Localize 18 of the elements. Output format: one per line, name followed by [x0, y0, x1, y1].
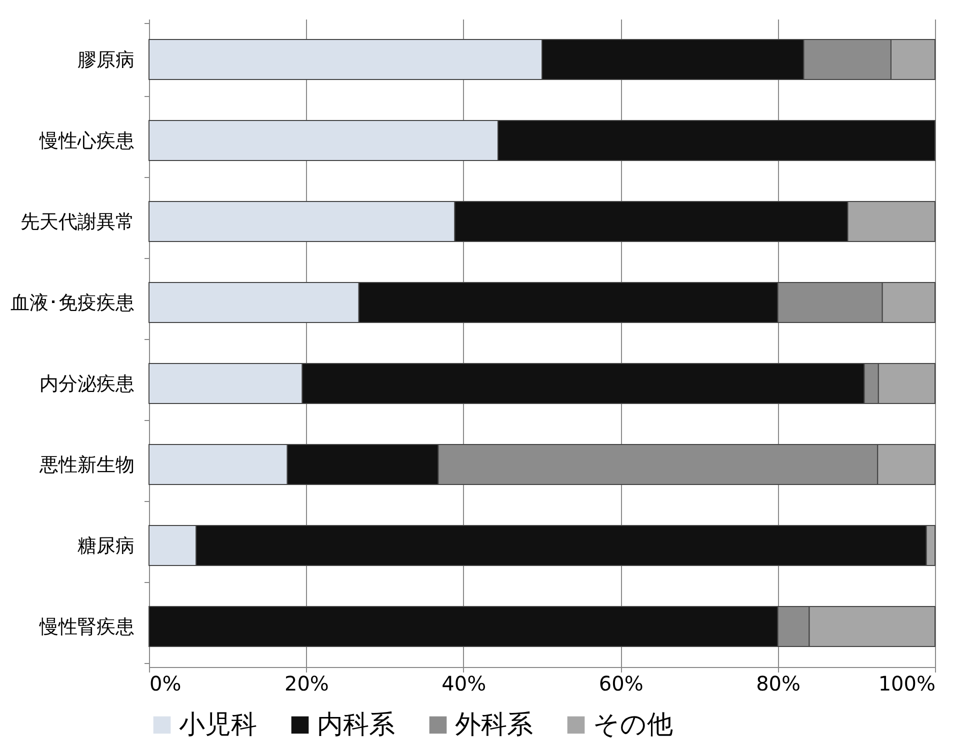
y-tick-label: 慢性心疾患	[38, 130, 134, 152]
legend-label: 内科系	[317, 710, 395, 740]
x-tick-label: 20%	[284, 672, 329, 696]
y-tick-label: 膠原病	[78, 49, 134, 71]
x-tick-label: 0%	[150, 672, 182, 696]
x-tick-label: 80%	[756, 672, 801, 696]
y-tick-label: 慢性腎疾患	[38, 616, 134, 638]
y-tick-label: 先天代謝異常	[20, 211, 134, 233]
y-tick-label: 悪性新生物	[38, 454, 134, 476]
x-tick-label: 60%	[598, 672, 644, 696]
x-tick-label: 40%	[442, 672, 486, 696]
y-tick-label: 内分泌疾患	[40, 373, 134, 395]
legend-label: 小児科	[179, 710, 257, 740]
y-tick-label: 血液･免疫疾患	[10, 292, 134, 314]
x-tick-label: 100%	[878, 672, 936, 696]
legend-label: その他	[593, 710, 673, 740]
y-tick-label: 糖尿病	[78, 535, 134, 557]
legend-label: 外科系	[455, 710, 533, 740]
